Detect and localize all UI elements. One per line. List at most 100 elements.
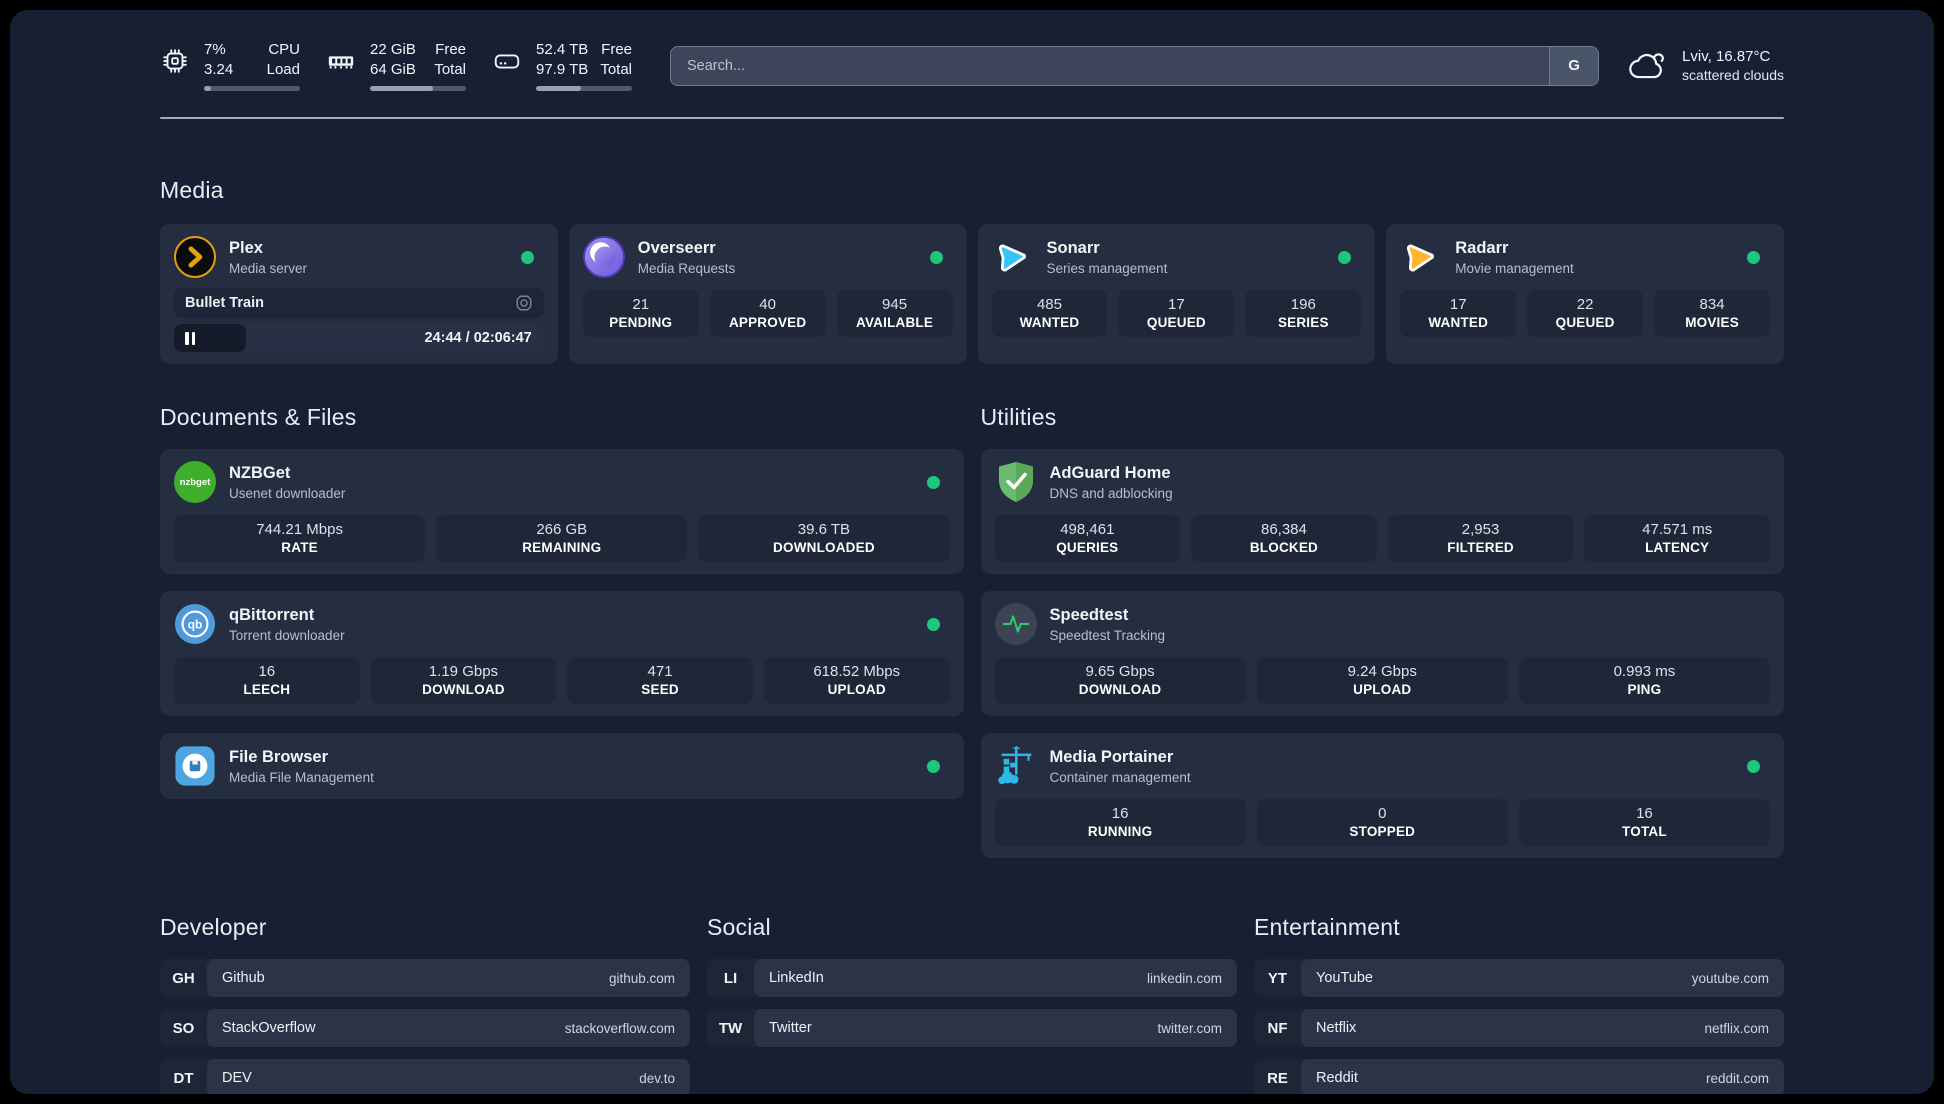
app-card-overseerr[interactable]: Overseerr Media Requests 21 PENDING 40 A… <box>568 224 967 364</box>
bookmark-youtube[interactable]: YT YouTube youtube.com <box>1254 959 1784 997</box>
overseerr-stat-available: 945 AVAILABLE <box>836 290 953 337</box>
qbittorrent-icon: qb <box>174 603 216 645</box>
section-title-documents: Documents & Files <box>160 404 357 430</box>
app-name: Overseerr <box>637 238 716 257</box>
nzbget-icon: nzbget <box>174 461 216 503</box>
speedtest-stat-upload: 9.24 Gbps UPLOAD <box>1256 657 1508 704</box>
bookmark-reddit[interactable]: RE Reddit reddit.com <box>1254 1059 1784 1094</box>
section-title-utilities: Utilities <box>980 404 1057 430</box>
plex-now-playing: Bullet Train 24:44 / 02:06:47 <box>174 288 544 352</box>
app-name: Sonarr <box>1046 238 1100 257</box>
portainer-stat-total: 16 TOTAL <box>1518 799 1771 846</box>
app-description: Movie management <box>1455 260 1574 276</box>
app-card-speedtest[interactable]: Speedtest Speedtest Tracking 9.65 Gbps D… <box>980 591 1784 716</box>
storage-free-value: 52.4 TB <box>536 41 589 58</box>
bookmark-group-developer: Developer GH Github github.com SO StackO… <box>160 858 690 1094</box>
app-description: Container management <box>1049 769 1191 785</box>
bookmark-netflix[interactable]: NF Netflix netflix.com <box>1254 1009 1784 1047</box>
playback-progress-bar[interactable]: 24:44 / 02:06:47 <box>174 324 544 352</box>
status-indicator <box>929 250 943 264</box>
app-description: Series management <box>1046 260 1168 276</box>
app-name: Speedtest <box>1049 605 1129 624</box>
app-description: Speedtest Tracking <box>1049 627 1166 643</box>
storage-total-label: Total <box>600 61 632 78</box>
app-card-portainer[interactable]: Media Portainer Container management 16 … <box>980 733 1784 858</box>
app-description: DNS and adblocking <box>1049 485 1173 501</box>
portainer-stat-stopped: 0 STOPPED <box>1256 799 1508 846</box>
radarr-icon <box>1400 236 1442 278</box>
bookmark-linkedin[interactable]: LI LinkedIn linkedin.com <box>707 959 1237 997</box>
bookmark-dev[interactable]: DT DEV dev.to <box>160 1059 690 1094</box>
memory-progress-bar <box>370 86 466 91</box>
hard-drive-icon <box>494 54 520 69</box>
app-description: Media server <box>229 260 308 276</box>
app-name: qBittorrent <box>229 605 315 624</box>
app-card-radarr[interactable]: Radarr Movie management 17 WANTED 22 QUE… <box>1386 224 1784 364</box>
status-indicator <box>1747 250 1760 264</box>
radarr-stat-queued: 22 QUEUED <box>1527 290 1644 337</box>
documents-column: Documents & Files nzbget NZBGet Usenet d… <box>160 364 964 799</box>
weather-widget: Lviv, 16.87°C scattered clouds <box>1627 48 1784 83</box>
movie-icon <box>516 295 532 311</box>
app-name: File Browser <box>229 747 329 766</box>
svg-text:qb: qb <box>188 617 203 631</box>
app-description: Usenet downloader <box>229 485 346 501</box>
search-engine-button[interactable]: G <box>1549 46 1599 85</box>
sonarr-icon <box>992 236 1034 278</box>
ram-icon <box>328 56 354 69</box>
cpu-widget: 7% 3.24 CPU Load <box>160 40 300 91</box>
speedtest-icon <box>994 603 1037 645</box>
cpu-load-value: 3.24 <box>204 61 234 78</box>
dashboard: 7% 3.24 CPU Load <box>10 10 1934 1094</box>
app-card-plex[interactable]: Plex Media server Bullet Train <box>160 224 558 364</box>
adguard-icon <box>995 461 1037 503</box>
search-input[interactable] <box>671 46 1550 85</box>
app-name: AdGuard Home <box>1049 463 1171 482</box>
storage-total-value: 97.9 TB <box>536 61 589 78</box>
app-description: Media File Management <box>229 769 374 785</box>
app-name: Plex <box>229 238 263 257</box>
search-bar: G <box>670 45 1600 86</box>
status-indicator <box>926 759 940 773</box>
section-title-entertainment: Entertainment <box>1254 914 1400 940</box>
bookmark-github[interactable]: GH Github github.com <box>160 959 690 997</box>
radarr-stat-movies: 834 MOVIES <box>1654 290 1771 337</box>
bookmark-group-entertainment: Entertainment YT YouTube youtube.com NF … <box>1254 858 1784 1094</box>
speedtest-stat-ping: 0.993 ms PING <box>1518 657 1771 704</box>
app-card-nzbget[interactable]: nzbget NZBGet Usenet downloader 744.21 M… <box>160 449 964 574</box>
nzbget-stat-rate: 744.21 Mbps RATE <box>174 515 426 562</box>
portainer-icon <box>995 745 1037 787</box>
portainer-stat-running: 16 RUNNING <box>994 799 1246 846</box>
app-card-adguard[interactable]: AdGuard Home DNS and adblocking 498,461 … <box>980 449 1784 574</box>
memory-total-value: 64 GiB <box>370 61 416 78</box>
storage-progress-bar <box>536 86 632 91</box>
app-card-filebrowser[interactable]: File Browser Media File Management <box>160 733 964 799</box>
adguard-stat-blocked: 86,384 BLOCKED <box>1191 515 1377 562</box>
app-description: Media Requests <box>637 260 736 276</box>
section-title-developer: Developer <box>160 914 267 940</box>
app-name: Radarr <box>1455 238 1509 257</box>
app-description: Torrent downloader <box>229 627 345 643</box>
header-separator <box>160 117 1784 119</box>
app-card-qbittorrent[interactable]: qb qBittorrent Torrent downloader <box>160 591 964 716</box>
app-card-sonarr[interactable]: Sonarr Series management 485 WANTED 17 Q… <box>977 224 1376 364</box>
filebrowser-icon <box>174 745 216 787</box>
cpu-percent: 7% <box>204 41 226 58</box>
pause-icon[interactable] <box>185 331 195 345</box>
bookmark-twitter[interactable]: TW Twitter twitter.com <box>707 1009 1237 1047</box>
cpu-label: CPU <box>268 41 300 58</box>
qbittorrent-stat-download: 1.19 Gbps DOWNLOAD <box>370 657 557 704</box>
status-indicator <box>926 617 940 631</box>
adguard-stat-filtered: 2,953 FILTERED <box>1387 515 1574 562</box>
bookmark-stackoverflow[interactable]: SO StackOverflow stackoverflow.com <box>160 1009 690 1047</box>
qbittorrent-stat-upload: 618.52 Mbps UPLOAD <box>763 657 950 704</box>
cpu-load-label: Load <box>266 61 300 78</box>
weather-condition: scattered clouds <box>1682 67 1784 83</box>
now-playing-title: Bullet Train <box>185 295 264 311</box>
memory-free-value: 22 GiB <box>370 41 416 58</box>
storage-widget: 52.4 TB 97.9 TB Free Total <box>492 40 632 91</box>
scattered-clouds-icon <box>1629 52 1665 78</box>
overseerr-stat-approved: 40 APPROVED <box>709 290 826 337</box>
adguard-stat-latency: 47.571 ms LATENCY <box>1584 515 1770 562</box>
overseerr-stat-pending: 21 PENDING <box>582 290 699 337</box>
